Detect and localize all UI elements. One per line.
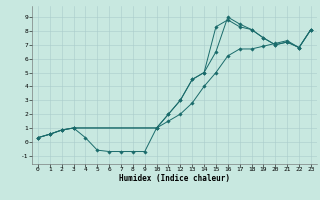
X-axis label: Humidex (Indice chaleur): Humidex (Indice chaleur): [119, 174, 230, 183]
